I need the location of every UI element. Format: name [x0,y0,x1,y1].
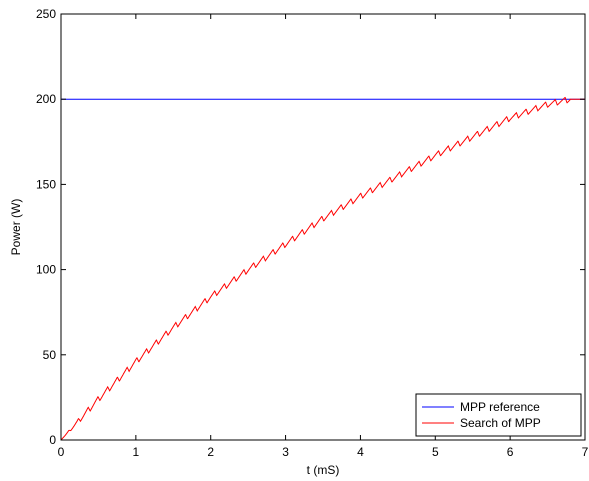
y-tick-label: 0 [49,433,56,447]
legend-label-mpp-reference: MPP reference [460,400,540,414]
legend: MPP reference Search of MPP [415,393,582,437]
plot-area [60,13,586,441]
y-tick-label: 50 [43,348,57,362]
y-axis-label: Power (W) [9,199,23,256]
series-layer [60,96,585,441]
x-tick-label: 1 [133,445,140,459]
axes-box [60,13,586,441]
series-line-search-of-mpp [60,96,585,441]
y-axis-ticks: 0 50 100 150 200 250 [36,7,585,447]
x-tick-label: 5 [432,445,439,459]
x-tick-label: 7 [582,445,589,459]
legend-box [415,393,582,437]
legend-label-search-of-mpp: Search of MPP [460,416,541,430]
x-tick-label: 2 [207,445,214,459]
y-tick-label: 150 [36,177,56,191]
x-axis-ticks: 0 1 2 3 4 5 6 7 [58,14,589,459]
x-tick-label: 4 [357,445,364,459]
y-tick-label: 250 [36,7,56,21]
x-tick-label: 0 [58,445,65,459]
x-tick-label: 6 [507,445,514,459]
x-tick-label: 3 [282,445,289,459]
y-tick-label: 100 [36,263,56,277]
x-axis-label: t (mS) [307,463,340,477]
y-tick-label: 200 [36,92,56,106]
